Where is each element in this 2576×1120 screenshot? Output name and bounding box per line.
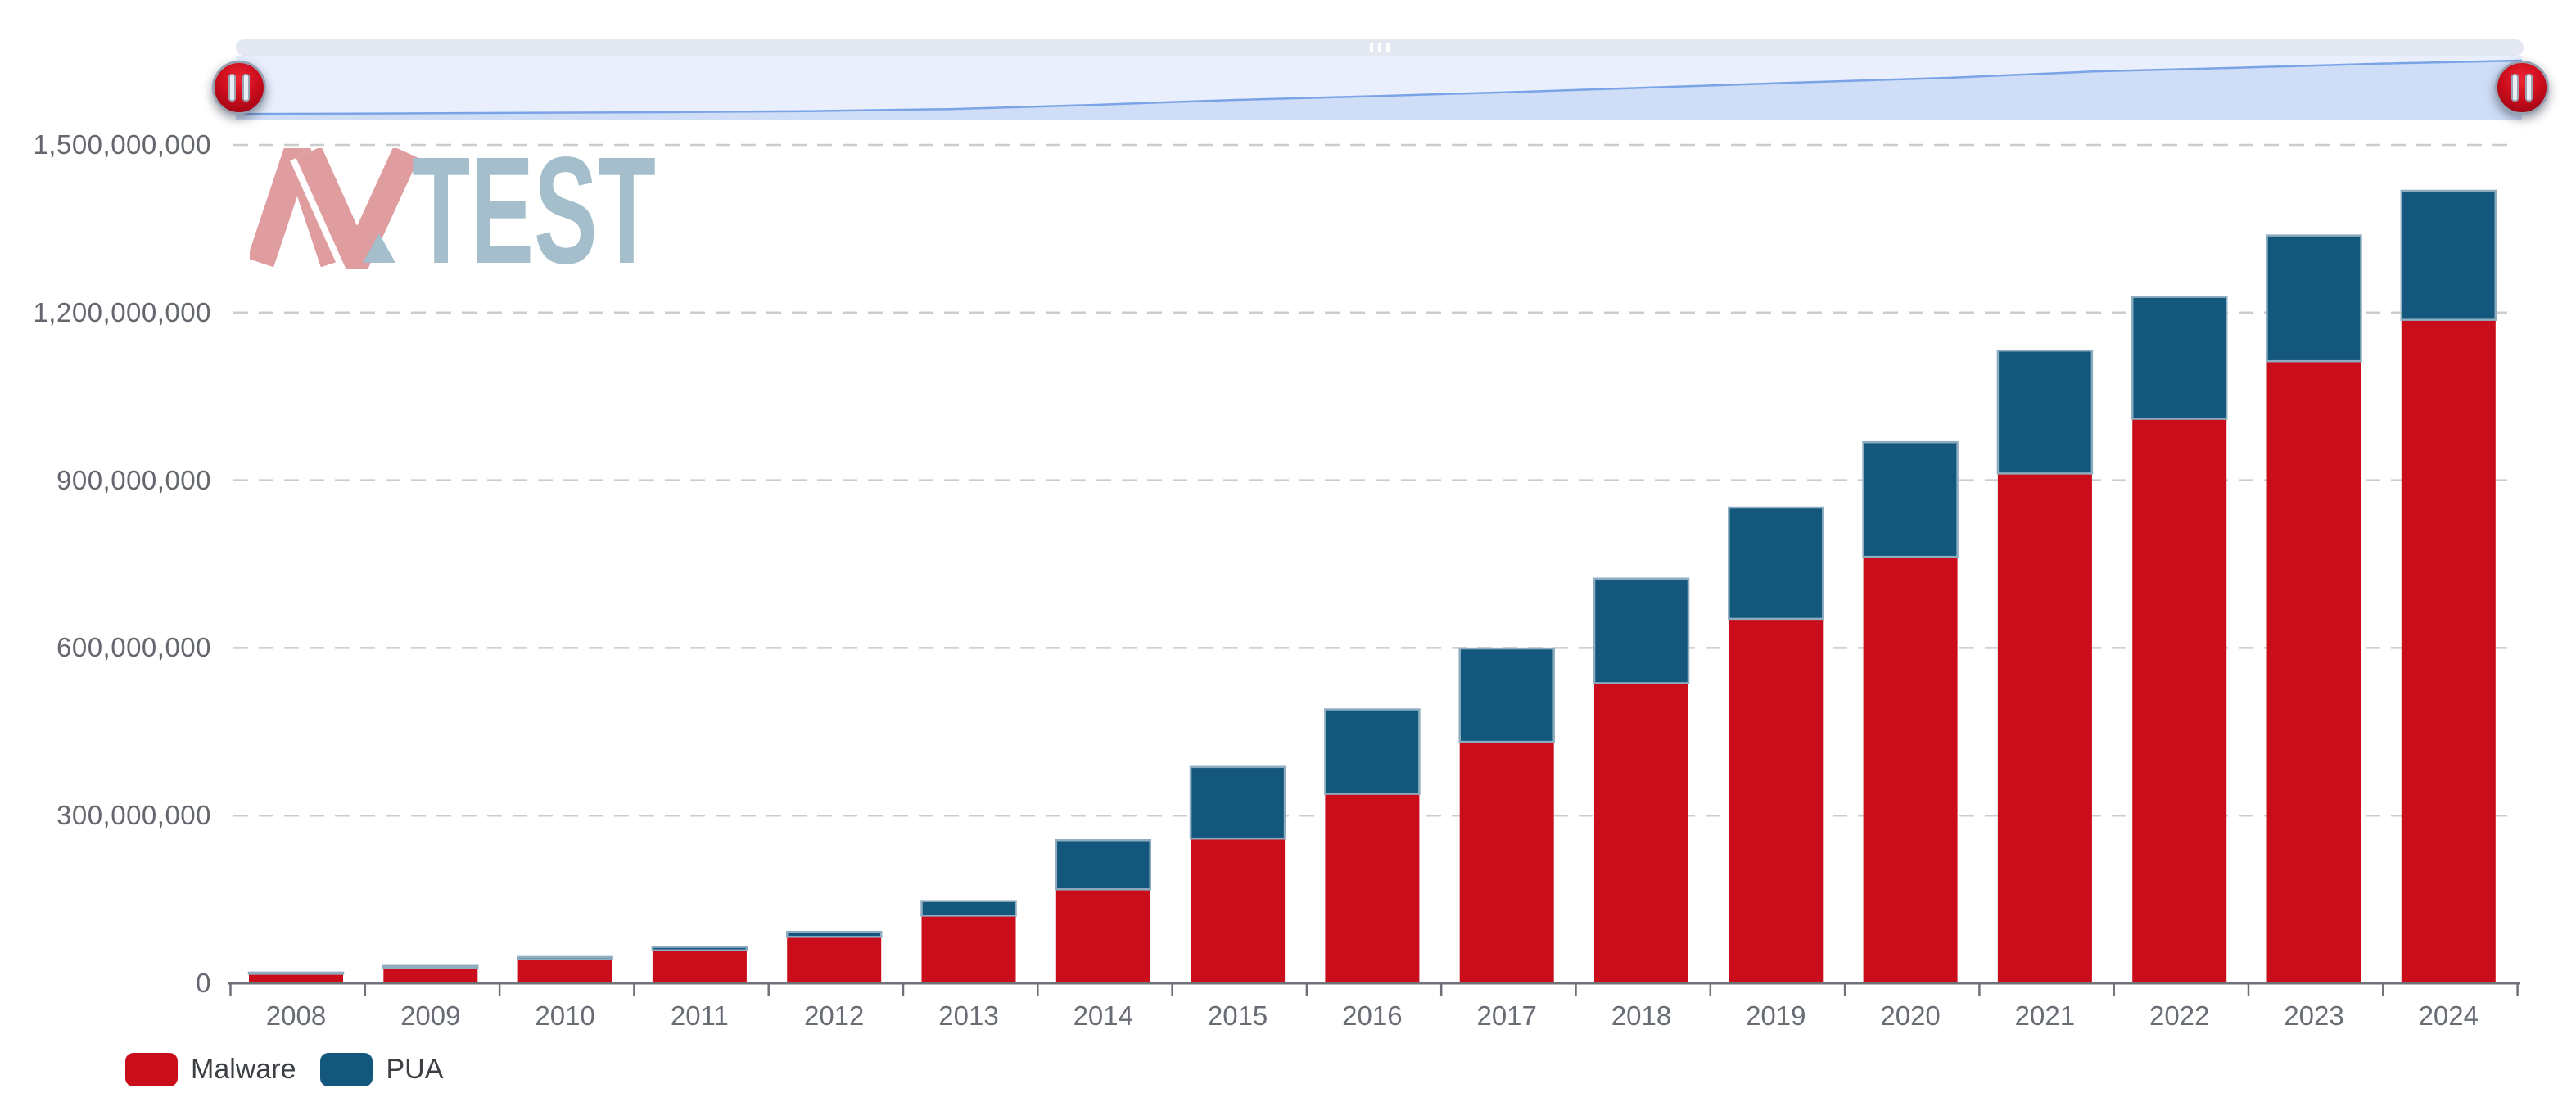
bar-malware-2017[interactable] <box>1459 742 1554 983</box>
x-axis-label-2012: 2012 <box>803 1000 865 1031</box>
bar-malware-2008[interactable] <box>249 973 343 983</box>
bar-pua-2009[interactable] <box>382 964 479 969</box>
bar-pua-2016[interactable] <box>1324 708 1421 795</box>
navigator-trend-line <box>236 59 2522 115</box>
bar-malware-2022[interactable] <box>2132 418 2227 983</box>
bar-malware-2011[interactable] <box>652 950 747 983</box>
bar-pua-2011[interactable] <box>651 946 748 951</box>
legend-label-malware[interactable]: Malware <box>191 1054 296 1085</box>
legend: Malware PUA <box>125 1053 468 1086</box>
x-axis-label-2021: 2021 <box>2014 1000 2076 1031</box>
bar-pua-2010[interactable] <box>517 955 613 960</box>
bar-pua-2008[interactable] <box>247 971 345 975</box>
bar-pua-2023[interactable] <box>2266 234 2362 363</box>
bar-pua-2017[interactable] <box>1458 647 1555 743</box>
bar-malware-2012[interactable] <box>787 937 882 983</box>
navigator-area-fill <box>236 61 2522 120</box>
x-axis-label-2016: 2016 <box>1342 1000 1403 1031</box>
x-axis-label-2022: 2022 <box>2149 1000 2210 1031</box>
bar-malware-2020[interactable] <box>1863 557 1958 983</box>
x-axis-label-2024: 2024 <box>2418 1000 2479 1031</box>
navigator-area-series <box>236 59 2522 120</box>
bar-pua-2013[interactable] <box>920 900 1017 917</box>
bar-pua-2012[interactable] <box>785 930 883 938</box>
bar-malware-2023[interactable] <box>2266 361 2361 983</box>
scrollbar-grip-icon[interactable] <box>1370 43 1390 52</box>
x-axis-label-2015: 2015 <box>1207 1000 1268 1031</box>
bar-malware-2024[interactable] <box>2401 319 2496 983</box>
bar-pua-2020[interactable] <box>1862 440 1959 558</box>
bar-pua-2014[interactable] <box>1055 838 1152 891</box>
y-axis-label: 300,000,000 <box>56 800 211 831</box>
x-axis-label-2009: 2009 <box>400 1000 461 1031</box>
navigator-left-handle-pause-icon[interactable] <box>212 61 266 115</box>
y-axis-label: 0 <box>196 968 211 998</box>
legend-label-pua[interactable]: PUA <box>386 1054 444 1085</box>
bar-pua-2019[interactable] <box>1728 506 1824 621</box>
x-axis-label-2023: 2023 <box>2284 1000 2344 1031</box>
navigator-scrollbar-track[interactable] <box>236 39 2524 56</box>
pause-bar-icon <box>228 74 236 102</box>
x-axis-label-2013: 2013 <box>938 1000 999 1031</box>
navigator-right-handle-pause-icon[interactable] <box>2495 61 2549 115</box>
x-axis-label-2014: 2014 <box>1073 1000 1133 1031</box>
bar-malware-2010[interactable] <box>517 959 612 983</box>
bar-malware-2019[interactable] <box>1729 618 1824 983</box>
bar-pua-2024[interactable] <box>2400 189 2497 321</box>
y-axis-label: 1,200,000,000 <box>33 296 211 327</box>
bar-pua-2018[interactable] <box>1593 577 1690 684</box>
x-axis-label-2019: 2019 <box>1746 1000 1806 1031</box>
pause-bar-icon <box>242 74 250 102</box>
bar-pua-2015[interactable] <box>1189 765 1286 840</box>
x-axis-label-2017: 2017 <box>1476 1000 1537 1031</box>
bar-pua-2022[interactable] <box>2131 296 2228 420</box>
bar-malware-2009[interactable] <box>383 967 478 983</box>
bar-malware-2013[interactable] <box>921 915 1016 983</box>
legend-swatch-pua[interactable] <box>320 1053 373 1086</box>
x-axis-label-2011: 2011 <box>670 1000 729 1031</box>
bar-malware-2014[interactable] <box>1055 889 1150 983</box>
bar-malware-2021[interactable] <box>1997 473 2092 983</box>
pause-bar-icon <box>2525 74 2533 102</box>
y-axis-label: 900,000,000 <box>56 464 211 495</box>
bar-malware-2016[interactable] <box>1325 793 1420 983</box>
bar-malware-2018[interactable] <box>1594 683 1688 983</box>
bar-malware-2015[interactable] <box>1191 838 1286 983</box>
x-axis-label-2018: 2018 <box>1611 1000 1672 1031</box>
x-axis-label-2020: 2020 <box>1880 1000 1941 1031</box>
x-axis-label-2008: 2008 <box>265 1000 327 1031</box>
navigator-range-selector[interactable] <box>236 56 2522 120</box>
y-axis-label: 600,000,000 <box>56 632 211 663</box>
legend-swatch-malware[interactable] <box>125 1053 178 1086</box>
x-axis-label-2010: 2010 <box>535 1000 595 1031</box>
bar-pua-2021[interactable] <box>1996 349 2094 475</box>
pause-bar-icon <box>2511 74 2519 102</box>
y-axis-label: 1,500,000,000 <box>33 129 211 160</box>
